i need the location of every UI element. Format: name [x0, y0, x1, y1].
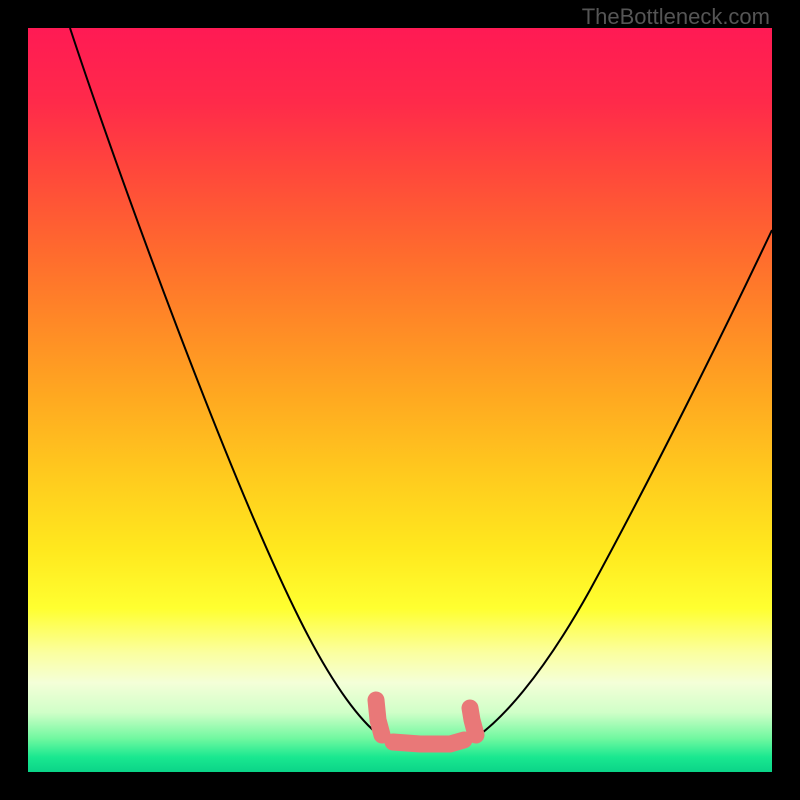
- chart-container: TheBottleneck.com: [0, 0, 800, 800]
- bottleneck-chart: [0, 0, 800, 800]
- watermark-text: TheBottleneck.com: [582, 4, 770, 30]
- plot-background: [28, 28, 772, 772]
